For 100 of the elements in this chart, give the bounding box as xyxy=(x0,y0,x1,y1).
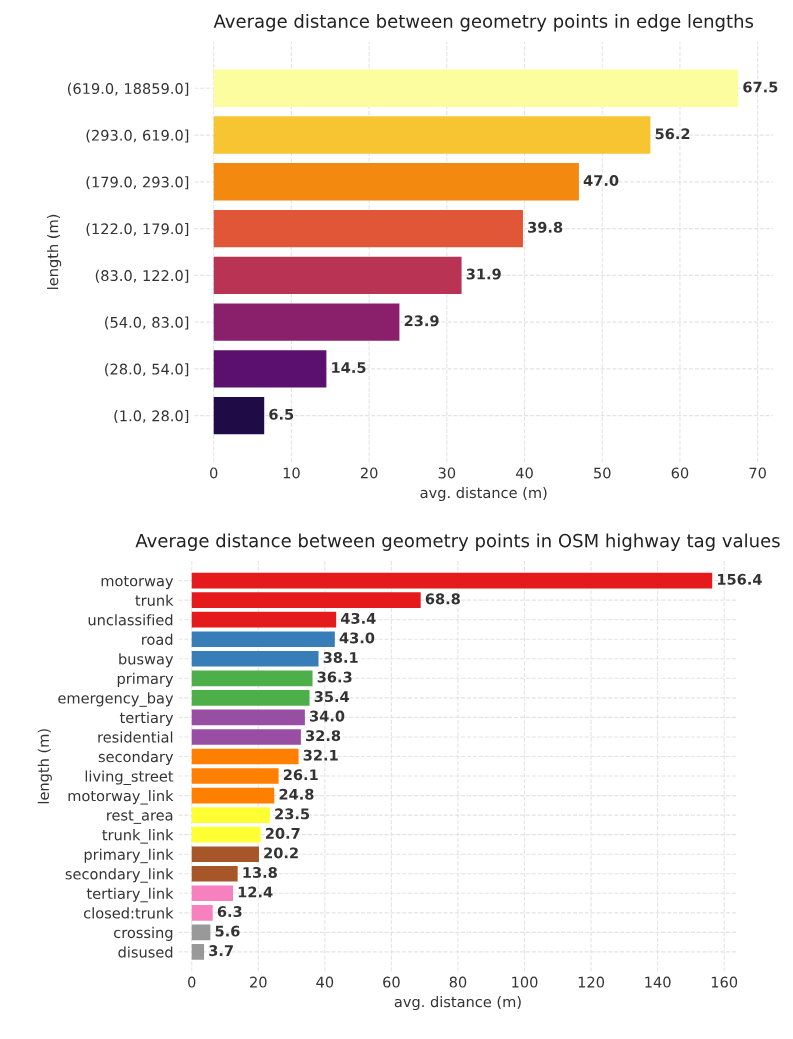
data-label: 13.8 xyxy=(243,866,277,878)
data-label: 32.8 xyxy=(306,730,341,742)
bar xyxy=(191,826,261,843)
bar xyxy=(191,905,213,921)
x-tick-label: 20 xyxy=(360,467,378,479)
y-tick-label: living_street xyxy=(85,770,174,786)
y-tick-label: crossing xyxy=(114,926,173,941)
bar xyxy=(191,748,299,765)
bar xyxy=(213,256,462,295)
bar xyxy=(191,670,313,687)
x-tick-label: 60 xyxy=(383,976,400,988)
data-label: 5.6 xyxy=(215,925,240,937)
data-label: 14.5 xyxy=(332,362,366,374)
y-tick-label: (54.0, 83.0] xyxy=(105,316,189,330)
chart-title: Average distance between geometry points in edge lengths xyxy=(213,13,754,32)
x-tick-label: 100 xyxy=(512,976,538,988)
bar xyxy=(191,709,305,726)
y-tick-label: secondary xyxy=(98,750,174,766)
y-tick-label: emergency_bay xyxy=(58,692,174,707)
bar xyxy=(191,865,238,882)
bar xyxy=(191,592,421,608)
data-label: 20.2 xyxy=(264,847,298,859)
y-tick-label: residential xyxy=(98,731,173,743)
x-tick-label: 0 xyxy=(210,467,218,479)
bar xyxy=(191,729,301,745)
x-tick-label: 160 xyxy=(711,976,738,988)
bar xyxy=(213,209,523,248)
bar xyxy=(213,396,265,435)
y-tick-label: (83.0, 122.0] xyxy=(95,269,189,283)
data-label: 23.5 xyxy=(275,808,310,820)
data-label: 32.1 xyxy=(303,749,338,761)
y-tick-label: tertiary_link xyxy=(86,887,174,903)
data-label: 43.0 xyxy=(339,632,375,644)
x-tick-label: 20 xyxy=(250,976,267,988)
y-tick-label: motorway_link xyxy=(68,790,174,805)
y-tick-label: trunk_link xyxy=(102,829,174,844)
bar xyxy=(191,885,233,902)
data-label: 31.9 xyxy=(466,268,501,280)
bar xyxy=(191,768,279,784)
x-tick-label: 70 xyxy=(749,467,766,479)
y-tick-label: (179.0, 293.0] xyxy=(86,176,189,190)
y-tick-label: (122.0, 179.0] xyxy=(86,223,189,237)
bar xyxy=(213,69,739,108)
bar xyxy=(191,944,205,960)
x-tick-label: 30 xyxy=(438,467,456,479)
y-tick-label: (619.0, 18859.0] xyxy=(67,82,189,96)
bar xyxy=(213,303,400,341)
y-axis-title: length (m) xyxy=(37,729,52,804)
data-label: 26.1 xyxy=(283,769,318,781)
bar xyxy=(191,631,335,648)
bar xyxy=(191,650,319,667)
data-label: 20.7 xyxy=(265,827,300,839)
data-label: 23.9 xyxy=(404,315,439,327)
data-label: 47.0 xyxy=(583,175,619,187)
x-axis-title: avg. distance (m) xyxy=(420,486,547,501)
y-tick-label: rest_area xyxy=(107,810,173,824)
data-label: 67.5 xyxy=(743,81,778,93)
y-tick-label: unclassified xyxy=(88,614,173,626)
data-label: 34.0 xyxy=(310,710,345,722)
bar xyxy=(191,787,275,804)
y-tick-label: closed:trunk xyxy=(83,907,174,919)
data-label: 6.3 xyxy=(217,906,242,918)
x-tick-label: 40 xyxy=(515,467,533,479)
x-tick-label: 10 xyxy=(283,467,300,479)
data-label: 12.4 xyxy=(238,886,273,898)
bar xyxy=(213,350,327,388)
y-tick-label: (1.0, 28.0] xyxy=(114,410,189,424)
data-label: 43.4 xyxy=(340,612,376,624)
y-tick-label: secondary_link xyxy=(65,868,174,883)
bar xyxy=(191,924,211,941)
x-tick-label: 60 xyxy=(671,467,689,479)
bar xyxy=(191,807,270,823)
data-label: 6.5 xyxy=(269,408,294,420)
y-tick-label: disused xyxy=(118,946,173,958)
y-tick-label: tertiary xyxy=(119,711,174,726)
y-tick-label: primary_link xyxy=(84,848,174,864)
x-tick-label: 120 xyxy=(578,976,605,988)
y-tick-label: primary xyxy=(117,672,174,687)
x-tick-label: 50 xyxy=(594,467,611,479)
y-tick-label: (293.0, 619.0] xyxy=(86,129,189,143)
x-tick-label: 80 xyxy=(449,976,467,988)
y-tick-label: trunk xyxy=(135,594,174,606)
bar xyxy=(191,572,713,589)
y-axis-title: length (m) xyxy=(47,214,62,289)
data-label: 3.7 xyxy=(209,945,233,957)
data-label: 39.8 xyxy=(528,221,563,233)
data-label: 35.4 xyxy=(314,691,350,703)
y-tick-label: busway xyxy=(119,653,174,668)
bar xyxy=(191,611,337,628)
x-axis-title: avg. distance (m) xyxy=(394,996,521,1011)
x-tick-label: 140 xyxy=(645,976,671,988)
bar xyxy=(191,690,310,706)
y-tick-label: (28.0, 54.0] xyxy=(105,363,189,377)
y-tick-label: motorway xyxy=(101,575,174,590)
chart-title: Average distance between geometry points in OSM highway tag values xyxy=(135,533,780,551)
data-label: 68.8 xyxy=(425,593,460,605)
bar xyxy=(213,116,651,154)
data-label: 156.4 xyxy=(718,573,762,585)
data-label: 36.3 xyxy=(317,671,352,683)
bar xyxy=(213,163,579,201)
